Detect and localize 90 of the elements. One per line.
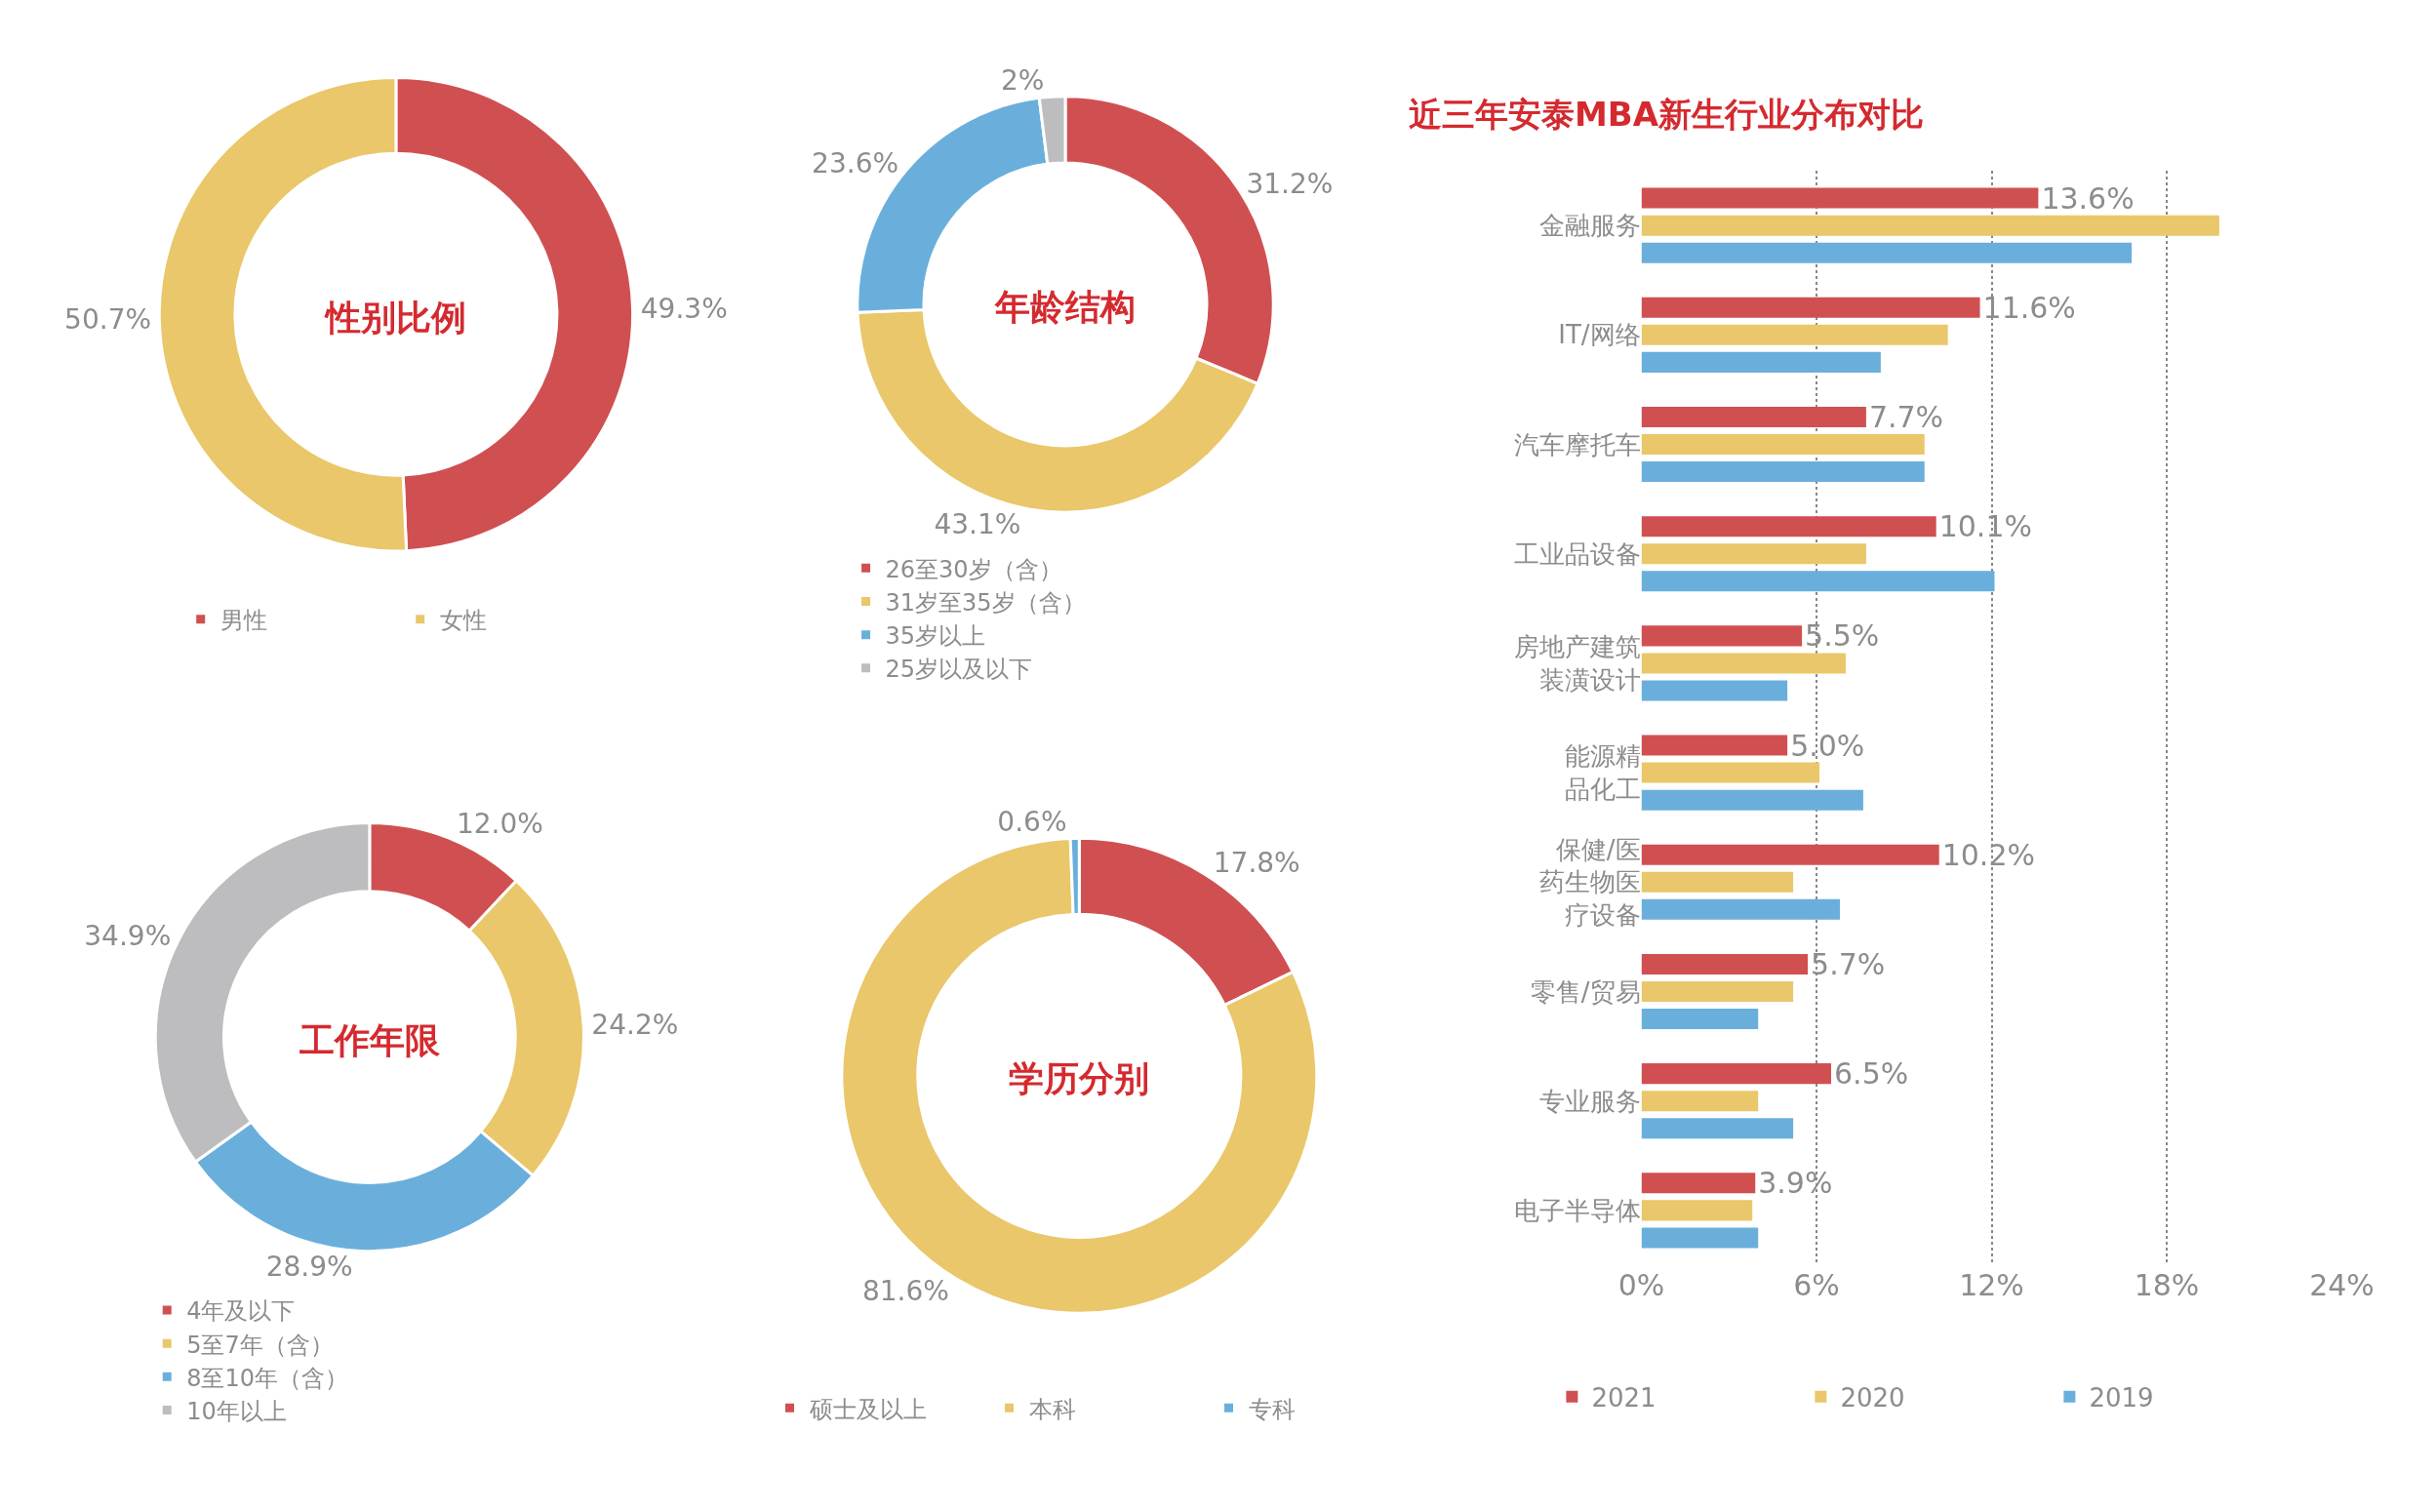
data-label: 81.6% (861, 1275, 949, 1308)
data-label: 43.1% (934, 508, 1021, 541)
x-tick-label: 0% (1617, 1267, 1665, 1302)
data-label: 24.2% (591, 1009, 679, 1042)
bar (1641, 844, 1939, 865)
data-label: 6.5% (1834, 1056, 1909, 1092)
data-label: 11.6% (1982, 290, 2076, 325)
data-label: 10.1% (1938, 509, 2032, 544)
legend-label: 25岁以及以下 (885, 656, 1033, 684)
legend-label: 女性 (439, 607, 487, 635)
bar (1641, 571, 1995, 592)
legend-label: 本科 (1028, 1395, 1076, 1423)
bar (1641, 406, 1866, 427)
data-label: 5.7% (1811, 946, 1886, 981)
legend-label: 专科 (1248, 1395, 1296, 1423)
bar (1641, 680, 1788, 701)
bar (1641, 351, 1881, 373)
data-label: 5.0% (1790, 728, 1865, 763)
bar (1641, 871, 1794, 893)
bar (1641, 1173, 1756, 1194)
chart-title: 近三年安泰MBA新生行业分布对比 (1409, 95, 1925, 134)
bar (1641, 297, 1980, 318)
y-tick-label: 零售/贸易 (1530, 976, 1641, 1007)
x-tick-label: 12% (1959, 1267, 2024, 1302)
bar (1641, 1063, 1832, 1085)
legend-label: 男性 (220, 607, 267, 635)
legend-label: 10年以上 (186, 1397, 287, 1425)
y-tick-label: 专业服务 (1538, 1086, 1641, 1116)
legend-label: 26至30岁（含） (885, 555, 1062, 583)
bar (1641, 1009, 1759, 1030)
y-tick-label: IT/网络 (1558, 320, 1641, 350)
legend-label: 8至10年（含） (186, 1364, 349, 1392)
data-label: 2% (1000, 64, 1045, 98)
data-label: 17.8% (1213, 847, 1300, 880)
y-tick-label: 房地产建筑装潢设计 (1513, 632, 1641, 695)
legend-label: 5至7年（含） (186, 1331, 334, 1359)
bar (1641, 1118, 1794, 1139)
text: 性别比例 (323, 297, 466, 338)
bar (1641, 187, 2039, 209)
bar (1641, 434, 1925, 456)
bar (1641, 762, 1820, 783)
y-tick-label: 汽车摩托车 (1513, 429, 1641, 459)
text: 学历分别 (1009, 1058, 1150, 1099)
data-label: 5.5% (1805, 618, 1880, 654)
bar (1641, 898, 1840, 920)
bar (1641, 543, 1866, 565)
data-label: 34.9% (84, 919, 172, 952)
text: 年龄结构 (994, 287, 1136, 328)
legend-label: 35岁以上 (885, 622, 986, 651)
bar (1641, 242, 2133, 263)
data-label: 50.7% (64, 303, 152, 337)
legend-label: 4年及以下 (186, 1297, 296, 1326)
data-label: 31.2% (1246, 167, 1334, 200)
data-label: 28.9% (265, 1251, 353, 1284)
legend-label: 2021 (1591, 1382, 1657, 1413)
text: 工作年限 (299, 1019, 441, 1060)
y-tick-label: 能源精品化工 (1564, 741, 1641, 805)
bar (1641, 625, 1803, 647)
legend-label: 2019 (2089, 1382, 2154, 1413)
data-label: 0.6% (997, 806, 1067, 839)
bar (1641, 516, 1936, 537)
legend-label: 31岁至35岁（含） (885, 588, 1086, 617)
bar (1641, 461, 1925, 483)
data-label: 10.2% (1941, 837, 2035, 872)
data-label: 23.6% (812, 146, 899, 179)
y-tick-label: 金融服务 (1538, 211, 1641, 241)
bar (1641, 980, 1794, 1003)
bar (1641, 324, 1948, 345)
x-tick-label: 24% (2309, 1267, 2375, 1302)
legend-label: 2020 (1840, 1382, 1905, 1413)
data-label: 13.6% (2041, 180, 2135, 216)
bar (1641, 653, 1846, 674)
data-label: 3.9% (1758, 1166, 1833, 1201)
donut-slice (840, 837, 1318, 1315)
bar (1641, 1227, 1759, 1249)
y-tick-label: 工业品设备 (1513, 538, 1641, 569)
data-label: 12.0% (456, 808, 543, 841)
bar (1641, 735, 1788, 756)
x-tick-label: 6% (1793, 1267, 1840, 1302)
bar (1641, 215, 2219, 236)
y-tick-label: 电子半导体 (1513, 1195, 1641, 1225)
y-tick-label: 保健/医药生物医疗设备 (1538, 834, 1641, 931)
bar (1641, 953, 1809, 975)
data-label: 7.7% (1868, 399, 1944, 434)
bar (1641, 789, 1863, 811)
data-label: 49.3% (640, 293, 728, 326)
bar (1641, 1091, 1759, 1112)
bar (1641, 1200, 1753, 1221)
legend-label: 硕士及以上 (808, 1395, 927, 1423)
x-tick-label: 18% (2134, 1267, 2200, 1302)
